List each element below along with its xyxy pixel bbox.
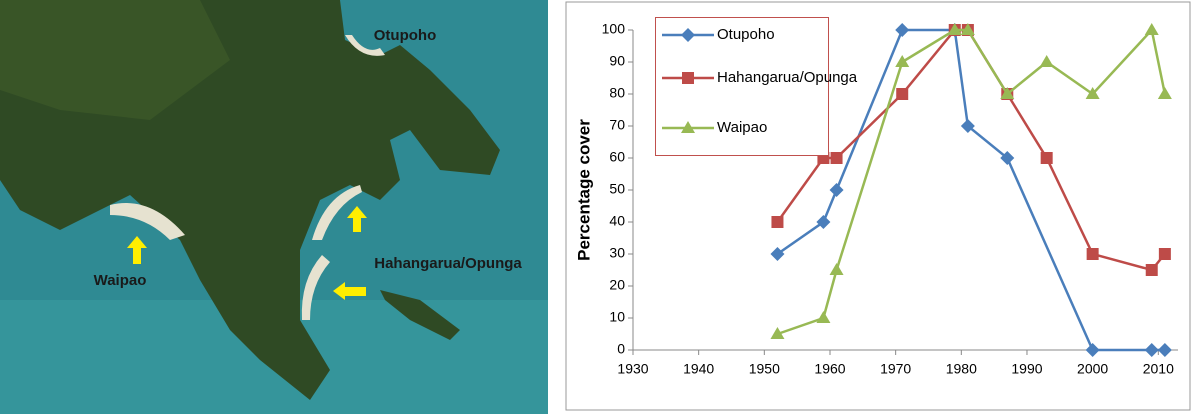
marker — [1040, 152, 1053, 164]
marker — [770, 327, 785, 339]
y-tick-label: 90 — [609, 53, 625, 69]
x-tick-label: 1950 — [749, 361, 780, 377]
x-tick-label: 2010 — [1143, 361, 1174, 377]
y-tick-label: 60 — [609, 149, 625, 165]
y-axis-label: Percentage cover — [574, 119, 593, 261]
beach — [345, 35, 385, 56]
y-tick-label: 100 — [602, 21, 626, 37]
x-tick-label: 1940 — [683, 361, 714, 377]
marker — [1085, 87, 1100, 99]
beach — [301, 255, 330, 320]
x-tick-label: 1930 — [617, 361, 648, 377]
marker — [829, 183, 844, 197]
marker — [682, 72, 694, 84]
beach — [312, 185, 362, 240]
map-label: Hahangarua/Opunga — [374, 255, 522, 272]
marker — [1144, 343, 1159, 357]
x-tick-label: 2000 — [1077, 361, 1108, 377]
aerial-photo: Otupoho Waipao Hahangarua/Opunga — [0, 0, 548, 414]
marker — [1158, 248, 1171, 260]
marker — [816, 215, 831, 229]
marker — [770, 247, 785, 261]
marker — [960, 23, 975, 35]
marker — [895, 55, 910, 67]
marker — [896, 88, 909, 100]
legend-swatch — [662, 72, 714, 84]
x-tick-label: 1980 — [946, 361, 977, 377]
arrow — [127, 236, 147, 264]
marker — [771, 216, 784, 228]
marker — [1145, 264, 1158, 276]
marker — [681, 121, 695, 133]
marker — [1085, 343, 1100, 357]
y-tick-label: 0 — [617, 341, 625, 357]
x-tick-label: 1990 — [1011, 361, 1042, 377]
y-tick-label: 70 — [609, 117, 625, 133]
marker — [1086, 248, 1099, 260]
y-tick-label: 10 — [609, 309, 625, 325]
map-label: Otupoho — [374, 27, 436, 44]
y-tick-label: 80 — [609, 85, 625, 101]
y-tick-label: 20 — [609, 277, 625, 293]
marker — [960, 119, 975, 133]
marker — [816, 311, 831, 323]
arrow — [333, 282, 366, 300]
legend-swatch — [662, 28, 714, 42]
marker — [1144, 23, 1159, 35]
marker — [1000, 87, 1015, 99]
legend-label: Waipao — [717, 119, 768, 136]
legend-swatch — [662, 121, 714, 133]
series-line — [776, 28, 1165, 352]
marker — [1157, 343, 1172, 357]
legend-label: Hahangarua/Opunga — [717, 69, 858, 86]
y-tick-label: 30 — [609, 245, 625, 261]
x-tick-label: 1960 — [814, 361, 845, 377]
marker — [1157, 87, 1172, 99]
marker — [895, 23, 910, 37]
beach — [110, 203, 185, 240]
marker — [947, 23, 962, 35]
x-tick-label: 1970 — [880, 361, 911, 377]
marker — [1039, 55, 1054, 67]
marker — [830, 152, 843, 164]
legend: Otupoho Hahangarua/Opunga Waipao — [655, 17, 858, 156]
islet — [380, 290, 460, 340]
marker — [1000, 151, 1015, 165]
forest — [0, 0, 230, 120]
legend-label: Otupoho — [717, 26, 775, 43]
map-label: Waipao — [94, 272, 147, 289]
arrow — [347, 206, 367, 232]
y-tick-label: 50 — [609, 181, 625, 197]
marker — [829, 263, 844, 275]
marker — [681, 28, 695, 42]
y-tick-label: 40 — [609, 213, 625, 229]
